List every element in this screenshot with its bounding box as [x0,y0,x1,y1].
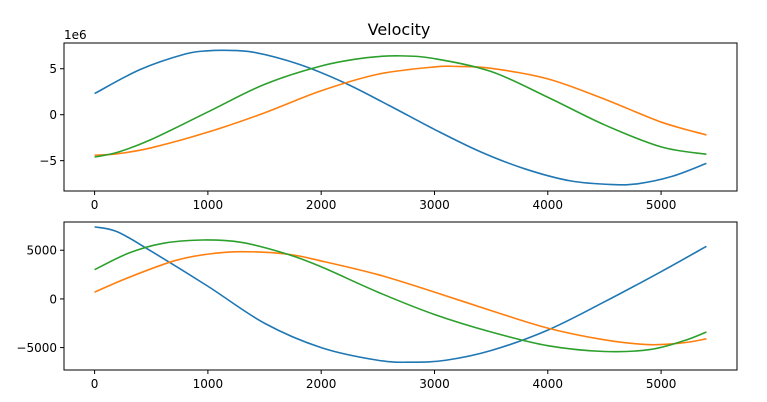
y-tick-label: 0 [49,292,57,306]
x-tick-label: 4000 [533,198,564,212]
x-tick-label: 5000 [646,377,677,391]
x-tick-label: 3000 [419,198,450,212]
x-tick-label: 5000 [646,198,677,212]
series-line-0 [94,49,707,186]
y-tick-label: −5 [39,154,57,168]
series-line-1 [94,250,707,346]
series-line-2 [94,55,707,158]
series-group [94,49,707,186]
bottom-subplot: 0 1000 2000 3000 4000 5000 −5000 0 5000 [16,221,738,391]
x-tick-label: 3000 [419,377,450,391]
top-subplot: 0 1000 2000 3000 4000 5000 −5 0 5 [39,42,738,212]
series-line-2 [94,239,707,353]
y-offset-label: 1e6 [64,28,87,42]
series-group [94,226,707,364]
y-tick-label: 5 [49,62,57,76]
x-tick-label: 0 [91,377,99,391]
axes-frame [63,221,738,371]
axes-frame [63,42,738,192]
x-tick-label: 2000 [306,377,337,391]
y-tick-label: −5000 [16,341,57,355]
x-tick-label: 2000 [306,198,337,212]
series-line-0 [94,226,707,364]
series-line-1 [94,65,707,156]
x-tick-label: 1000 [193,198,224,212]
x-tick-label: 0 [91,198,99,212]
chart-title: Velocity [368,20,431,39]
y-tick-label: 0 [49,108,57,122]
x-tick-label: 4000 [533,377,564,391]
x-tick-label: 1000 [193,377,224,391]
y-tick-label: 5000 [26,244,57,258]
